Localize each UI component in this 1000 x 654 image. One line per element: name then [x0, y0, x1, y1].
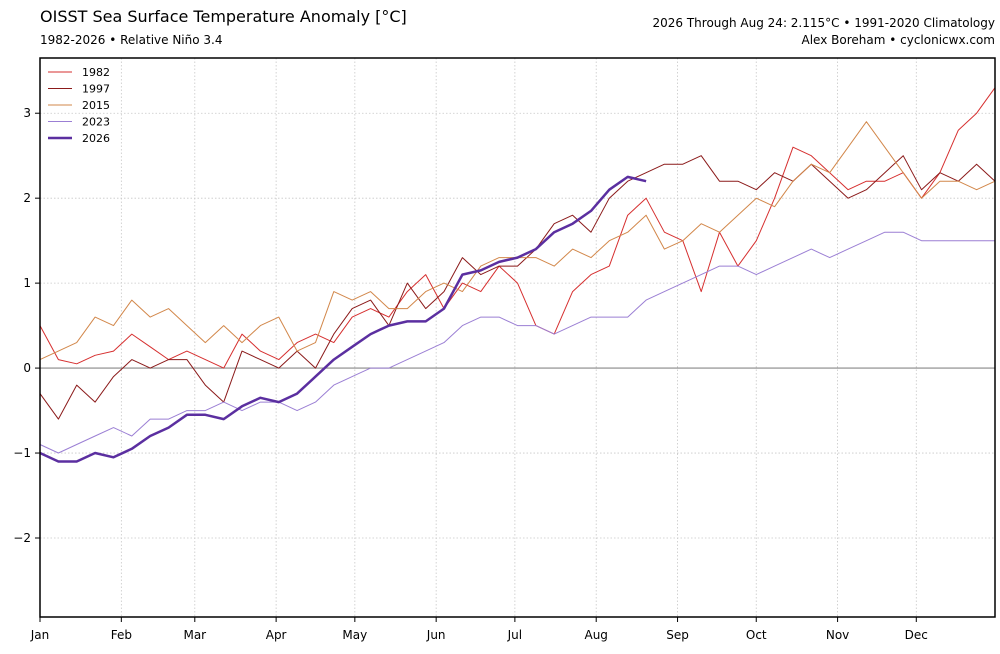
- x-tick-label: Mar: [183, 628, 206, 642]
- chart-title: OISST Sea Surface Temperature Anomaly [°…: [40, 7, 407, 26]
- annotation: Alex Boreham • cyclonicwx.com: [802, 33, 995, 47]
- line-series: [39, 121, 996, 361]
- x-tick-label: Nov: [826, 628, 849, 642]
- legend-label: 2026: [82, 132, 110, 145]
- line-series: [39, 175, 647, 463]
- y-tick-label: 2: [23, 191, 31, 205]
- chart-subtitle: 1982-2026 • Relative Niño 3.4: [40, 33, 222, 47]
- x-tick-label: Sep: [666, 628, 689, 642]
- x-tick-label: Jun: [426, 628, 446, 642]
- x-tick-label: Jul: [507, 628, 522, 642]
- y-tick-label: −2: [13, 531, 31, 545]
- line-series: [39, 231, 995, 454]
- y-tick-label: −1: [13, 446, 31, 460]
- x-tick-label: Apr: [266, 628, 287, 642]
- y-tick-label: 1: [23, 276, 31, 290]
- x-tick-label: Jan: [30, 628, 50, 642]
- line-series: [39, 155, 996, 420]
- annotation: 2026 Through Aug 24: 2.115°C • 1991-2020…: [652, 16, 995, 30]
- y-tick-label: 0: [23, 361, 31, 375]
- x-tick-label: May: [342, 628, 367, 642]
- legend-label: 2015: [82, 99, 110, 112]
- x-tick-label: Aug: [584, 628, 607, 642]
- legend-label: 2023: [82, 116, 110, 129]
- x-tick-label: Oct: [746, 628, 767, 642]
- x-tick-label: Dec: [905, 628, 928, 642]
- y-tick-label: 3: [23, 106, 31, 120]
- legend-label: 1982: [82, 66, 110, 79]
- x-tick-label: Feb: [111, 628, 132, 642]
- plot-frame: [39, 57, 996, 618]
- legend-label: 1997: [82, 83, 110, 96]
- line-series: [39, 87, 996, 369]
